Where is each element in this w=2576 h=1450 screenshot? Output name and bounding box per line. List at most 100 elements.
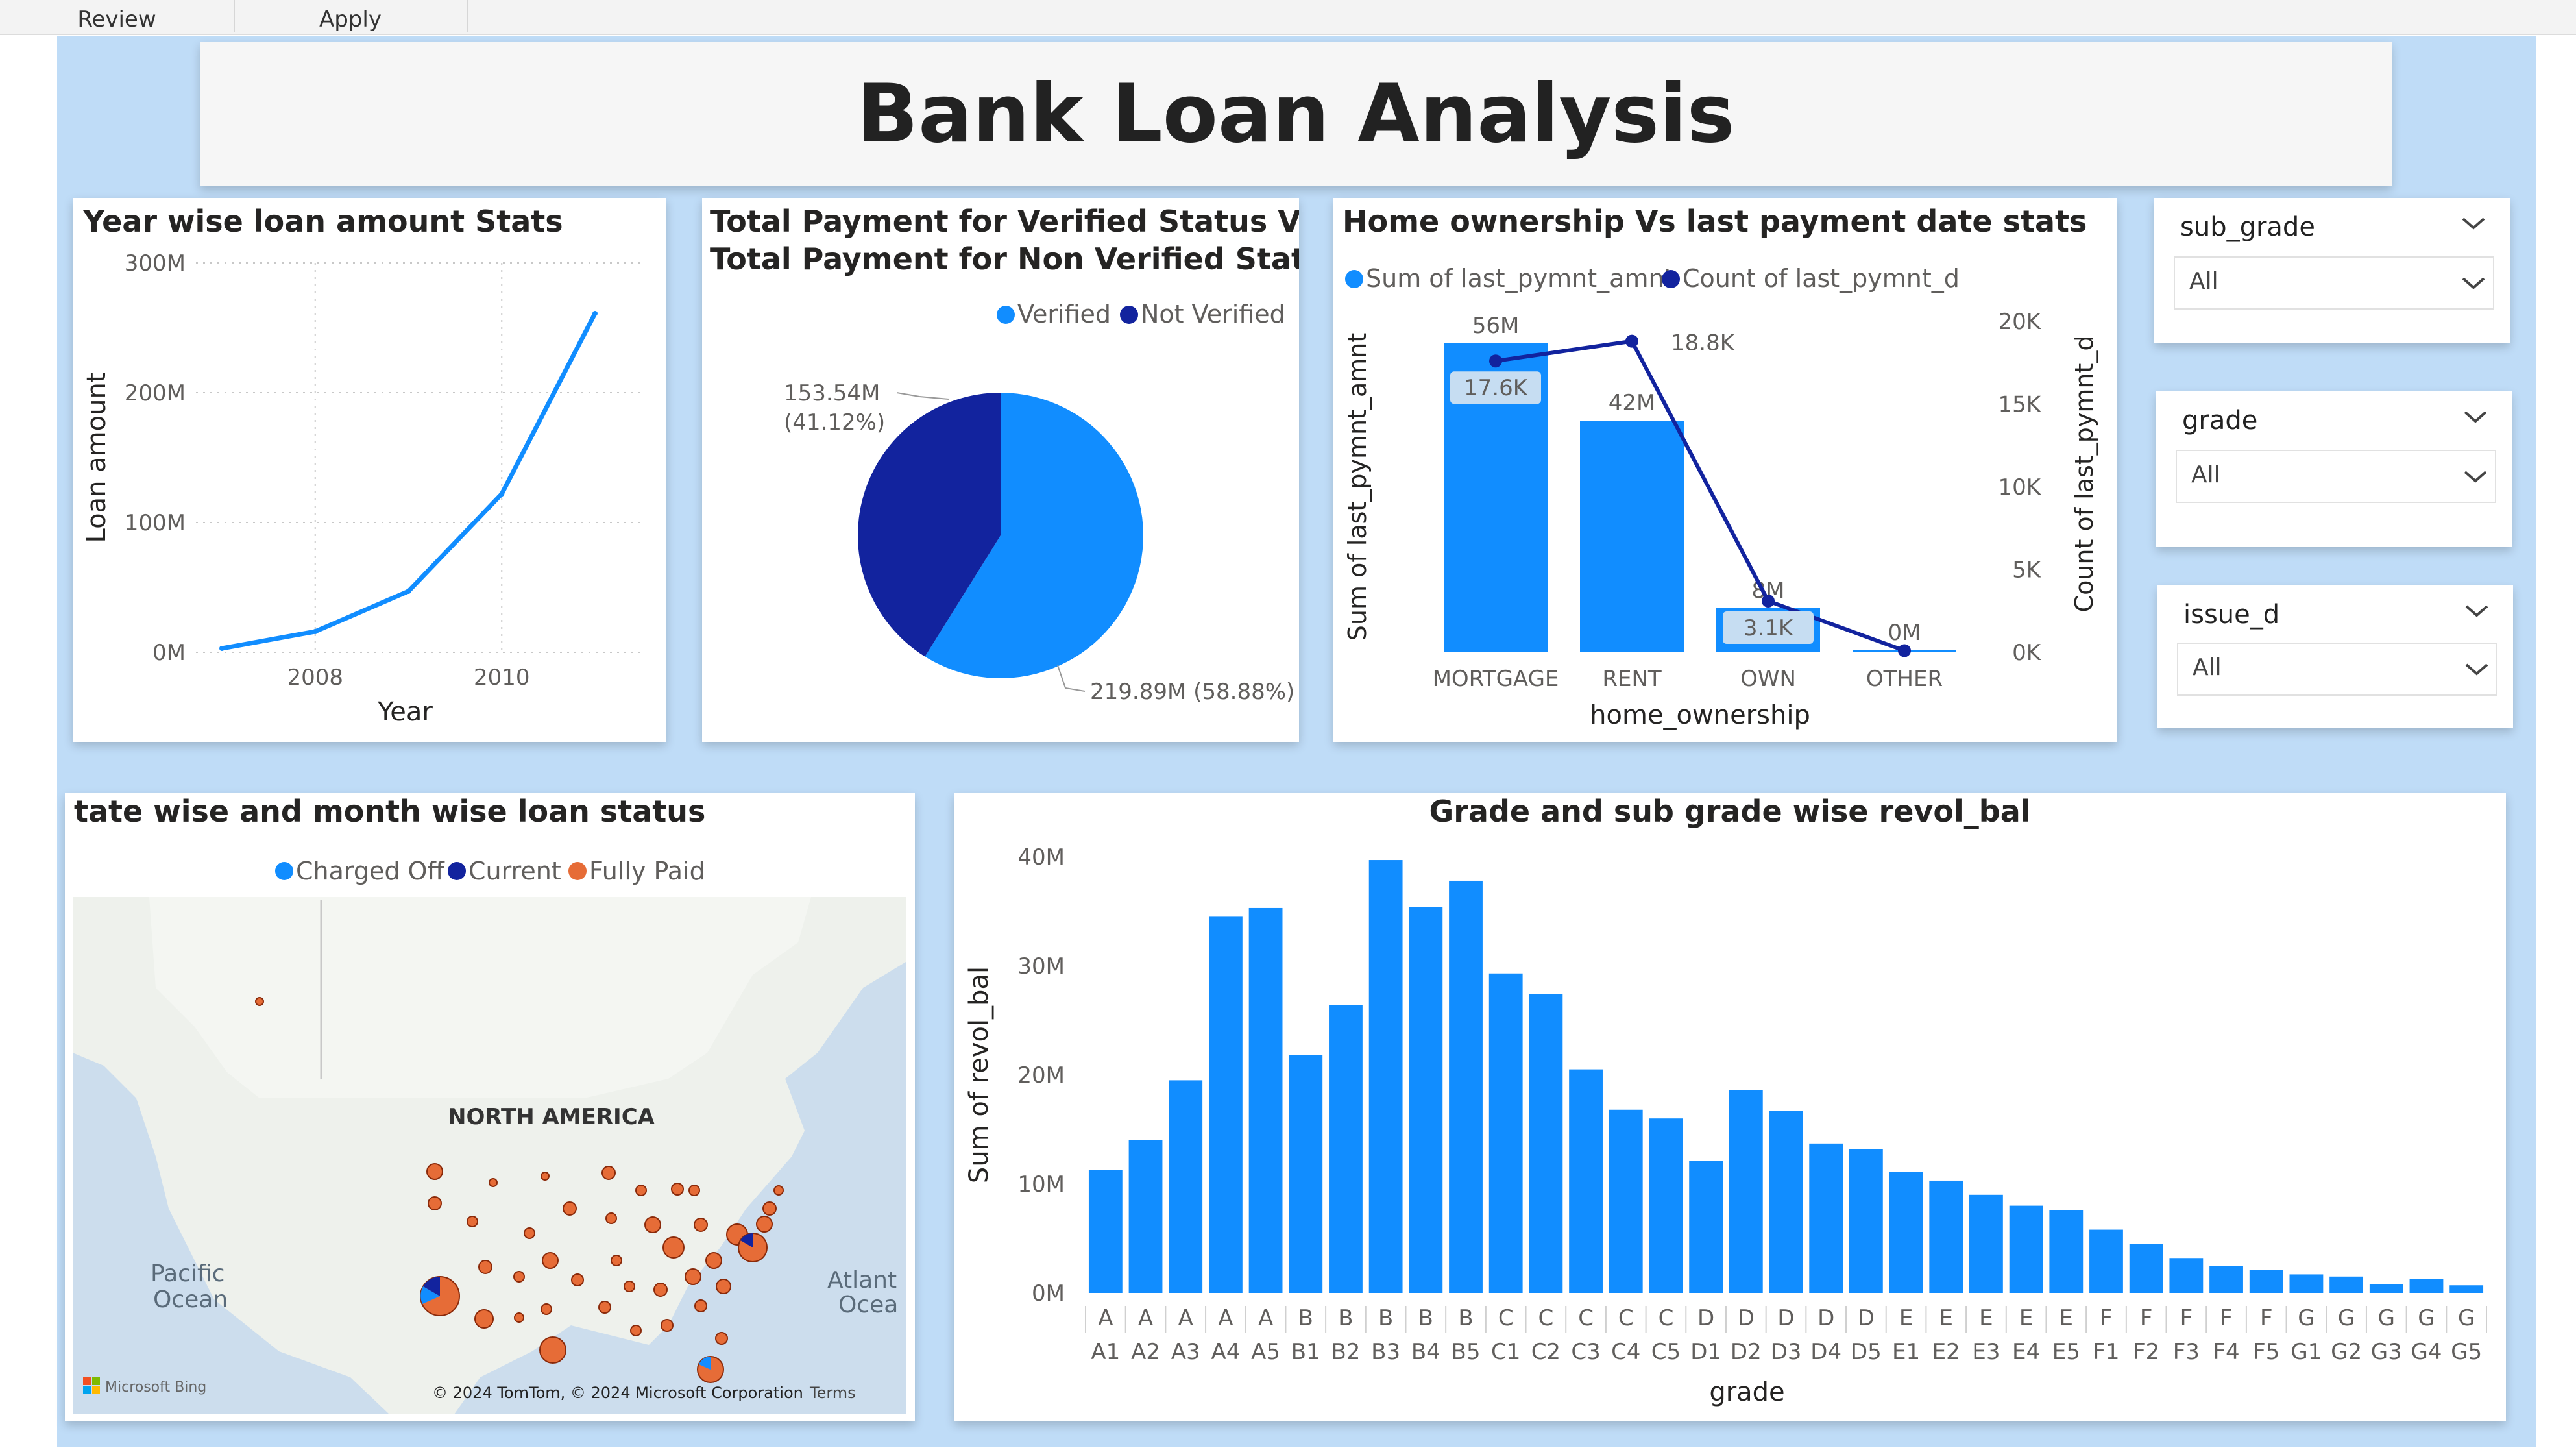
map-terms-link[interactable]: Terms [809, 1384, 856, 1402]
bar-g3[interactable] [2369, 1284, 2403, 1293]
slicer-dropdown[interactable]: All [2177, 643, 2497, 696]
bar-c4[interactable] [1609, 1109, 1643, 1293]
map-bubble[interactable] [715, 1332, 728, 1345]
bar-e3[interactable] [1969, 1194, 2003, 1293]
chevron-down-icon[interactable] [2461, 407, 2490, 426]
bar-e4[interactable] [2009, 1205, 2043, 1293]
bar-e5[interactable] [2049, 1210, 2084, 1293]
map-bubble[interactable] [705, 1252, 722, 1269]
data-point[interactable] [499, 491, 505, 497]
bar-a2[interactable] [1128, 1140, 1163, 1293]
map-bubble[interactable] [539, 1336, 566, 1364]
bar-rent[interactable] [1580, 421, 1684, 652]
bar-b3[interactable] [1368, 860, 1403, 1293]
map-bubble[interactable] [524, 1227, 535, 1239]
map-bubble[interactable] [630, 1325, 642, 1336]
slicer-grade[interactable]: grade All [2156, 391, 2512, 547]
bar-b1[interactable] [1289, 1055, 1323, 1293]
bar-b2[interactable] [1329, 1005, 1363, 1293]
map-bubble[interactable] [601, 1166, 616, 1180]
map-bubble[interactable] [474, 1309, 494, 1329]
bar-f1[interactable] [2089, 1229, 2123, 1293]
bar-b5[interactable] [1449, 880, 1483, 1293]
map-bubble[interactable] [478, 1260, 492, 1274]
bar-f2[interactable] [2129, 1244, 2163, 1293]
bar-g4[interactable] [2409, 1279, 2444, 1293]
map-bubble[interactable] [563, 1201, 577, 1216]
map-bubble[interactable] [653, 1283, 668, 1297]
series-line[interactable] [221, 312, 598, 651]
bar-g1[interactable] [2289, 1274, 2324, 1293]
map-bubble[interactable] [467, 1216, 478, 1227]
map-bubble[interactable] [513, 1271, 525, 1283]
map-bubble[interactable] [624, 1281, 635, 1292]
map-bubble[interactable] [611, 1255, 622, 1266]
bar-d4[interactable] [1809, 1143, 1843, 1293]
data-point[interactable] [312, 629, 318, 634]
tab-apply[interactable]: Apply [234, 0, 468, 32]
pie-slice-verified[interactable] [925, 393, 1143, 678]
map-bubble[interactable] [541, 1172, 550, 1181]
map-bubble[interactable] [542, 1252, 559, 1269]
bar-g2[interactable] [2329, 1276, 2364, 1293]
map-bubble[interactable] [598, 1301, 611, 1314]
map-bubble[interactable] [716, 1279, 731, 1294]
bar-c5[interactable] [1649, 1118, 1683, 1293]
count-point[interactable] [1898, 644, 1911, 657]
slicer-issue-d[interactable]: issue_d All [2157, 585, 2513, 728]
map-bubble[interactable] [426, 1163, 443, 1180]
bar-d5[interactable] [1849, 1149, 1883, 1293]
map-bubble[interactable] [571, 1273, 584, 1286]
chevron-down-icon[interactable] [2462, 601, 2491, 621]
bar-a1[interactable] [1088, 1170, 1123, 1293]
map-bubble[interactable] [773, 1185, 784, 1196]
bar-d3[interactable] [1769, 1111, 1803, 1293]
bar-a3[interactable] [1169, 1080, 1203, 1293]
bar-e1[interactable] [1889, 1172, 1923, 1293]
count-line[interactable] [1495, 339, 1906, 653]
bar-g5[interactable] [2449, 1285, 2484, 1293]
map-bubble[interactable] [662, 1236, 685, 1259]
map-bubble[interactable] [255, 997, 264, 1006]
data-point[interactable] [592, 311, 598, 316]
map-bubble[interactable] [514, 1312, 524, 1323]
bar-f4[interactable] [2209, 1266, 2243, 1293]
bar-c2[interactable] [1529, 994, 1563, 1293]
data-point[interactable] [219, 646, 225, 651]
pie-slice-not-verified[interactable] [858, 393, 1001, 657]
bar-c1[interactable] [1488, 973, 1523, 1293]
map-bubble[interactable] [489, 1178, 498, 1187]
map-bubble[interactable] [694, 1218, 708, 1232]
map-bubble[interactable] [541, 1303, 552, 1315]
bar-c3[interactable] [1569, 1069, 1603, 1293]
bar-b4[interactable] [1409, 907, 1443, 1293]
slicer-dropdown[interactable]: All [2174, 256, 2494, 310]
map-bubble[interactable] [762, 1201, 777, 1216]
bar-f3[interactable] [2169, 1258, 2204, 1293]
map-area[interactable]: NORTH AMERICA Pacific Ocean Atlant Ocea [73, 897, 906, 1414]
tab-review[interactable]: Review [0, 0, 235, 32]
count-point[interactable] [1489, 354, 1502, 368]
bar-e2[interactable] [1929, 1180, 1963, 1293]
map-bubble[interactable] [428, 1196, 442, 1210]
data-point[interactable] [406, 589, 411, 594]
map-bubble[interactable] [671, 1183, 684, 1196]
count-point[interactable] [1625, 334, 1638, 348]
map-bubble[interactable] [644, 1216, 661, 1233]
bar-d2[interactable] [1729, 1090, 1763, 1293]
bar-f5[interactable] [2249, 1270, 2283, 1293]
map-bubble[interactable] [661, 1319, 674, 1332]
bar-a4[interactable] [1208, 916, 1243, 1293]
map-bubble[interactable] [756, 1216, 773, 1233]
map-bubble[interactable] [635, 1185, 647, 1196]
slicer-dropdown[interactable]: All [2176, 450, 2496, 503]
map-bubble[interactable] [605, 1212, 617, 1224]
count-point[interactable] [1762, 594, 1775, 608]
bar-d1[interactable] [1689, 1161, 1723, 1293]
map-bubble[interactable] [694, 1299, 707, 1312]
map-bubbles[interactable] [255, 997, 784, 1383]
slicer-sub-grade[interactable]: sub_grade All [2154, 198, 2510, 343]
chevron-down-icon[interactable] [2459, 214, 2488, 233]
bar-a5[interactable] [1248, 907, 1283, 1293]
map-bubble[interactable] [688, 1185, 700, 1196]
